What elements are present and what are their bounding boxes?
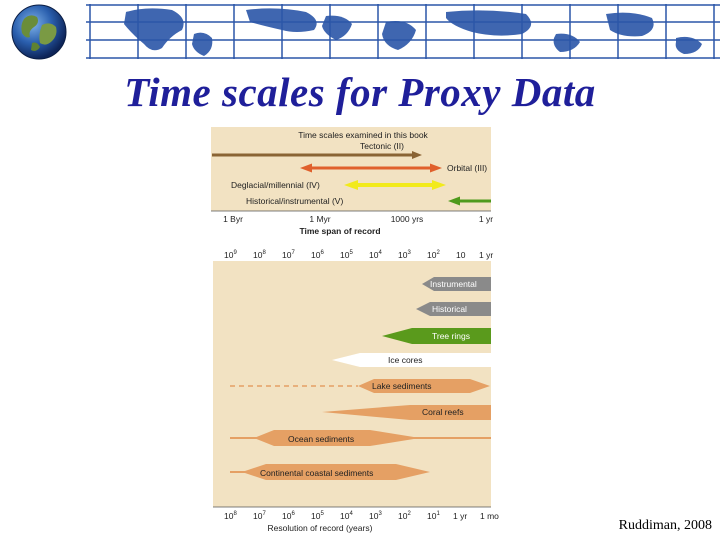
globe-icon xyxy=(11,4,67,60)
bottom-tick-exp: 1 xyxy=(436,511,440,517)
bottom-tick-exp: 4 xyxy=(349,511,353,517)
top-axis-tick-1myr: 1 Myr xyxy=(309,214,330,224)
svg-text:108: 108 xyxy=(253,250,266,260)
bottom-axis-label: Resolution of record (years) xyxy=(268,523,373,533)
lake-sediments-bar xyxy=(358,379,490,393)
instrumental-bar xyxy=(422,277,491,291)
bottom-tick-base: 10 xyxy=(398,511,408,521)
top-tick-base: 10 xyxy=(369,250,379,260)
top-tick-base: 10 xyxy=(253,250,263,260)
top-tick-exp: 2 xyxy=(436,250,440,256)
source-credit: Ruddiman, 2008 xyxy=(618,518,712,533)
resolution-bottom-ticks: 108 107 106 105 104 103 102 101 1 yr 1 m… xyxy=(224,511,499,521)
top-axis-tick-1yr: 1 yr xyxy=(479,214,493,224)
orbital-label: Orbital (III) xyxy=(447,163,487,173)
bottom-tick-exp: 8 xyxy=(233,511,237,517)
bottom-tick-1yr: 1 yr xyxy=(453,511,467,521)
resolution-top-ticks: 109 108 107 106 105 104 103 102 10 1 yr xyxy=(224,250,493,260)
top-axis-tick-1byr: 1 Byr xyxy=(223,214,243,224)
slide-banner xyxy=(0,0,720,65)
svg-text:102: 102 xyxy=(398,511,411,521)
tectonic-label: Tectonic (II) xyxy=(360,141,404,151)
ice-cores-label: Ice cores xyxy=(388,355,423,365)
continental-sediments-bar xyxy=(242,464,430,480)
ocean-sediments-label: Ocean sediments xyxy=(288,434,354,444)
bottom-tick-exp: 3 xyxy=(378,511,382,517)
svg-text:104: 104 xyxy=(369,250,382,260)
svg-text:105: 105 xyxy=(311,511,324,521)
time-scales-figure: Time scales examined in this book Tecton… xyxy=(211,127,499,533)
top-tick-exp: 3 xyxy=(407,250,411,256)
slide-title: Time scales for Proxy Data xyxy=(124,69,596,115)
svg-text:103: 103 xyxy=(369,511,382,521)
coral-reefs-bar xyxy=(322,405,491,420)
lake-sediments-label: Lake sediments xyxy=(372,381,432,391)
top-tick-exp: 6 xyxy=(320,250,324,256)
top-axis-tick-1000yrs: 1000 yrs xyxy=(391,214,424,224)
historical-arrow xyxy=(448,196,491,206)
ice-cores-bar xyxy=(332,353,491,367)
top-axis-label: Time span of record xyxy=(299,226,380,236)
tectonic-arrow xyxy=(212,151,422,159)
deglacial-arrow xyxy=(344,180,446,190)
instrumental-label: Instrumental xyxy=(430,279,477,289)
coral-reefs-label: Coral reefs xyxy=(422,407,464,417)
world-map-banner xyxy=(86,4,720,59)
svg-text:107: 107 xyxy=(282,250,295,260)
top-tick-10: 10 xyxy=(456,250,466,260)
svg-text:101: 101 xyxy=(427,511,440,521)
bottom-tick-exp: 5 xyxy=(320,511,324,517)
svg-text:106: 106 xyxy=(311,250,324,260)
top-tick-base: 10 xyxy=(224,250,234,260)
deglacial-label: Deglacial/millennial (IV) xyxy=(231,180,320,190)
tree-rings-bar xyxy=(382,328,491,344)
svg-text:106: 106 xyxy=(282,511,295,521)
top-tick-exp: 7 xyxy=(291,250,295,256)
svg-text:102: 102 xyxy=(427,250,440,260)
svg-text:105: 105 xyxy=(340,250,353,260)
ocean-sediments-bar xyxy=(254,430,420,446)
bottom-tick-base: 10 xyxy=(224,511,234,521)
bottom-tick-base: 10 xyxy=(340,511,350,521)
bottom-tick-exp: 2 xyxy=(407,511,411,517)
top-tick-base: 10 xyxy=(340,250,350,260)
top-tick-base: 10 xyxy=(282,250,292,260)
bottom-tick-1mo: 1 mo xyxy=(480,511,499,521)
bottom-tick-base: 10 xyxy=(311,511,321,521)
top-tick-exp: 8 xyxy=(262,250,266,256)
top-tick-exp: 9 xyxy=(233,250,237,256)
svg-text:104: 104 xyxy=(340,511,353,521)
top-tick-base: 10 xyxy=(427,250,437,260)
top-tick-exp: 5 xyxy=(349,250,353,256)
bottom-tick-base: 10 xyxy=(369,511,379,521)
orbital-arrow xyxy=(300,163,442,173)
top-tick-1yr: 1 yr xyxy=(479,250,493,260)
bottom-tick-base: 10 xyxy=(427,511,437,521)
historical-proxy-label: Historical xyxy=(432,304,467,314)
svg-text:103: 103 xyxy=(398,250,411,260)
svg-text:107: 107 xyxy=(253,511,266,521)
bottom-tick-exp: 6 xyxy=(291,511,295,517)
tree-rings-label: Tree rings xyxy=(432,331,470,341)
top-tick-base: 10 xyxy=(398,250,408,260)
bottom-tick-base: 10 xyxy=(282,511,292,521)
top-panel-heading: Time scales examined in this book xyxy=(298,130,428,140)
bottom-tick-base: 10 xyxy=(253,511,263,521)
top-tick-exp: 4 xyxy=(378,250,382,256)
historical-label: Historical/instrumental (V) xyxy=(246,196,343,206)
continental-sediments-label: Continental coastal sediments xyxy=(260,468,373,478)
top-tick-base: 10 xyxy=(311,250,321,260)
bottom-tick-exp: 7 xyxy=(262,511,266,517)
historical-bar xyxy=(416,302,491,316)
svg-text:109: 109 xyxy=(224,250,237,260)
svg-text:108: 108 xyxy=(224,511,237,521)
